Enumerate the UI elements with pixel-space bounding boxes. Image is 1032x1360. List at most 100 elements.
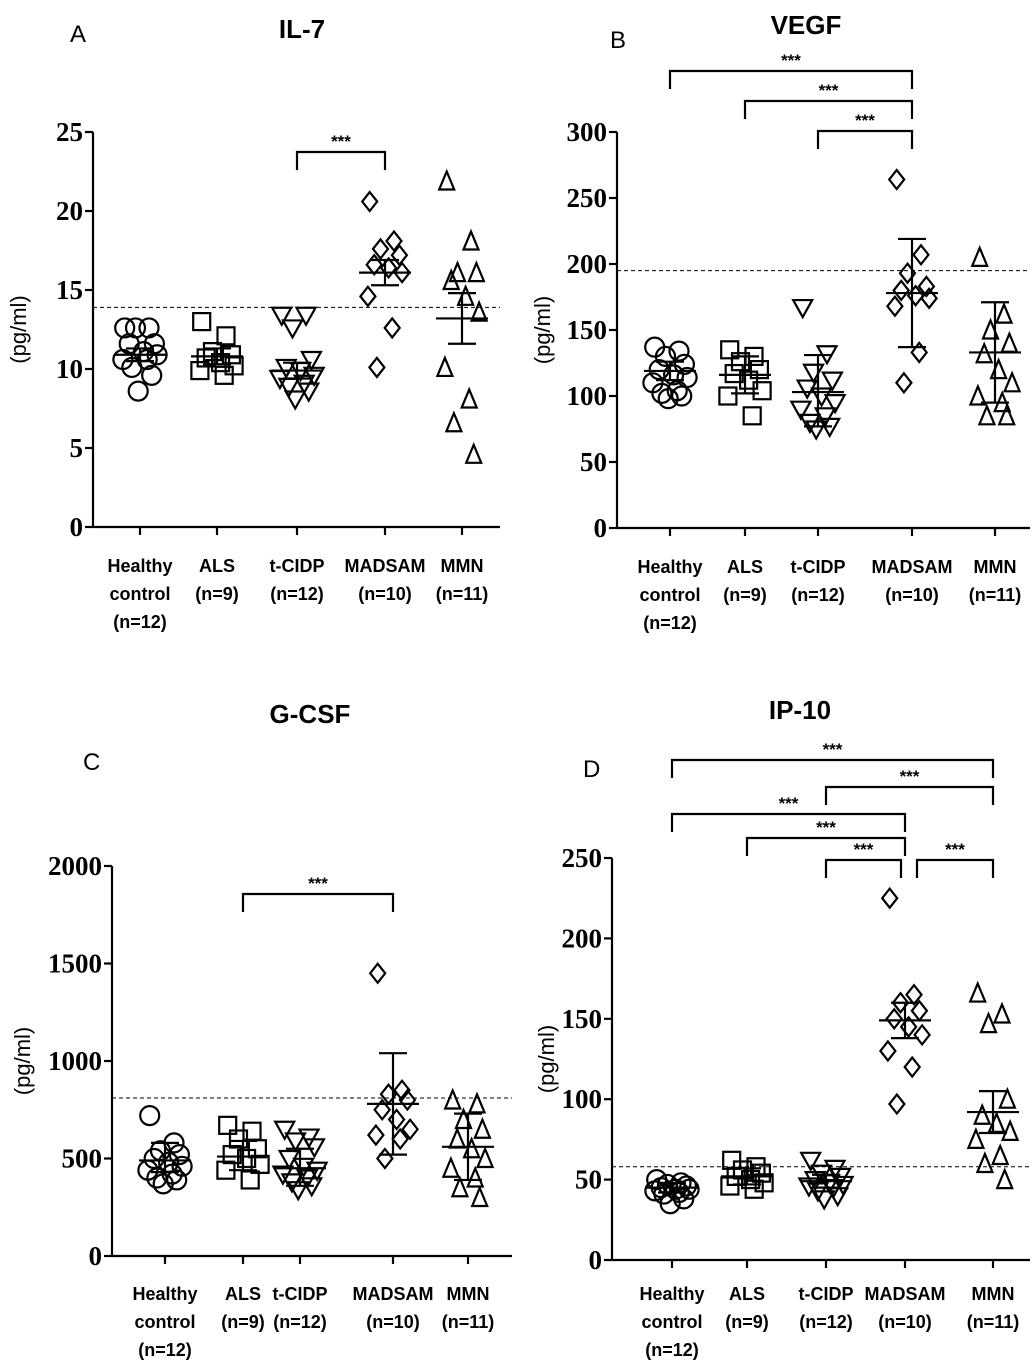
category-label: Healthy xyxy=(639,1284,704,1304)
data-point xyxy=(387,1108,406,1131)
category-label: (n=12) xyxy=(799,1312,853,1332)
data-point xyxy=(968,383,988,406)
category-label: control xyxy=(135,1312,196,1332)
data-point xyxy=(448,1126,467,1149)
data-point xyxy=(812,1190,836,1211)
category-label: control xyxy=(642,1312,703,1332)
data-point xyxy=(720,340,740,360)
panel-d: D IP-10 0 50 100 150 200 250 (pg/ml) Healthy contr… xyxy=(534,695,1030,1360)
panel-title: G-CSF xyxy=(270,699,351,729)
category-label: MADSAM xyxy=(353,1284,434,1304)
data-point xyxy=(823,394,847,415)
data-point xyxy=(742,406,762,426)
data-point xyxy=(878,1039,897,1063)
category-label: (n=10) xyxy=(878,1312,932,1332)
data-point xyxy=(724,363,744,384)
data-point xyxy=(802,363,825,384)
category-label: (n=10) xyxy=(358,584,412,604)
data-point xyxy=(977,403,997,426)
data-point xyxy=(121,356,143,379)
data-point xyxy=(831,1175,855,1197)
category-label: Healthy xyxy=(132,1284,197,1304)
data-point xyxy=(654,345,677,367)
data-point xyxy=(671,385,693,407)
category-label: (n=10) xyxy=(366,1312,420,1332)
data-point xyxy=(749,360,770,380)
category-label: (n=12) xyxy=(273,1312,327,1332)
category-label: MADSAM xyxy=(872,557,953,577)
data-point xyxy=(880,886,899,910)
data-point xyxy=(998,1086,1017,1109)
category-label: MMN xyxy=(441,556,484,576)
category-label: Healthy xyxy=(637,557,702,577)
y-tick-label: 25 xyxy=(56,117,83,147)
significance-label: *** xyxy=(855,111,875,130)
category-label: (n=11) xyxy=(969,585,1022,605)
category-label: (n=12) xyxy=(643,613,697,633)
data-point xyxy=(673,1188,695,1210)
data-point xyxy=(467,260,486,283)
data-point xyxy=(390,243,409,267)
data-point xyxy=(437,168,456,191)
significance-bracket xyxy=(670,758,995,778)
data-point xyxy=(720,1176,740,1196)
data-point xyxy=(435,355,455,378)
data-point xyxy=(460,386,479,409)
category-label: MMN xyxy=(974,557,1017,577)
data-point xyxy=(360,190,379,213)
data-point xyxy=(798,413,822,435)
significance-label: *** xyxy=(779,794,799,813)
data-point xyxy=(673,353,696,375)
data-point xyxy=(885,294,904,318)
panel-a: A IL-7 0 5 10 15 20 25 (pg/ml) Healthy control (n=1… xyxy=(6,14,500,632)
category-label: (n=12) xyxy=(138,1340,192,1360)
data-point xyxy=(995,1167,1014,1190)
data-point xyxy=(222,1144,242,1165)
data-point xyxy=(968,980,987,1003)
data-point xyxy=(675,1175,698,1197)
significance-bracket xyxy=(670,812,907,832)
data-point xyxy=(730,352,751,372)
y-tick-label: 150 xyxy=(562,1004,603,1034)
data-point xyxy=(294,306,318,328)
data-point xyxy=(462,1136,481,1159)
data-point xyxy=(966,1127,986,1150)
data-point xyxy=(887,1092,906,1116)
panel-c: C G-CSF 0 500 1000 1500 2000 (pg/ml) Healthy cont… xyxy=(10,699,512,1360)
data-point xyxy=(718,386,738,406)
data-point xyxy=(456,283,475,306)
category-label: t-CIDP xyxy=(270,556,325,576)
y-tick-label: 10 xyxy=(56,354,83,384)
significance-label: *** xyxy=(781,51,801,70)
data-point xyxy=(192,312,212,332)
y-tick-label: 500 xyxy=(62,1144,103,1174)
category-label: control xyxy=(110,584,171,604)
data-point xyxy=(738,370,759,390)
y-axis-label: (pg/ml) xyxy=(530,296,555,364)
significance-bracket xyxy=(915,858,995,878)
data-point xyxy=(373,1098,392,1122)
data-point xyxy=(740,1169,761,1190)
data-point xyxy=(166,1169,188,1191)
significance-bracket xyxy=(824,858,903,878)
data-point xyxy=(991,1143,1010,1166)
data-point xyxy=(401,1117,420,1141)
data-point xyxy=(127,380,149,402)
panel-letter: D xyxy=(583,756,600,783)
data-point xyxy=(398,1088,417,1112)
data-point xyxy=(913,1023,932,1047)
category-label: (n=12) xyxy=(113,612,167,632)
data-point xyxy=(393,1078,411,1102)
data-point xyxy=(1000,330,1019,353)
category-label: ALS xyxy=(727,557,763,577)
data-point xyxy=(970,245,989,267)
category-label: ALS xyxy=(729,1284,765,1304)
data-point xyxy=(791,298,815,320)
data-point xyxy=(273,1120,297,1142)
data-point xyxy=(190,360,210,381)
category-label: (n=9) xyxy=(195,584,239,604)
data-point xyxy=(894,371,913,395)
y-axis-label: (pg/ml) xyxy=(10,1027,35,1095)
category-label: (n=11) xyxy=(967,1312,1020,1332)
category-label: MMN xyxy=(447,1284,490,1304)
